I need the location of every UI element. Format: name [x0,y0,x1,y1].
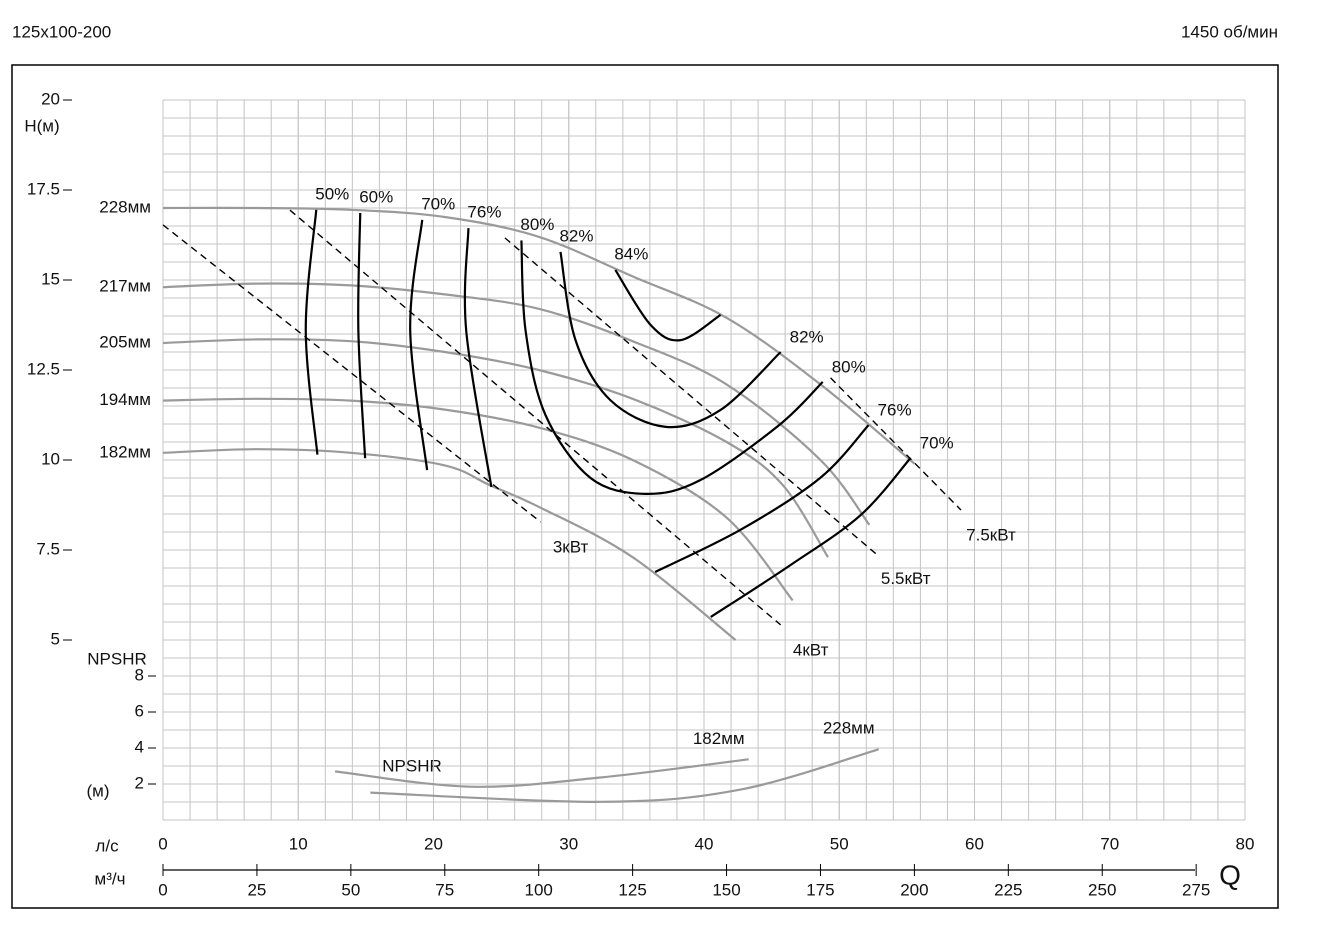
x2-tick-label: 0 [158,834,167,853]
chart-subtitle: 1450 об/мин [1181,22,1278,41]
efficiency-curve [614,269,722,342]
y-tick-label: 10 [41,449,60,468]
efficiency-curve [304,209,319,455]
y-axis-label: H(м) [24,116,59,135]
y-tick-label: 17.5 [27,179,60,198]
x2-tick-label: 20 [424,834,443,853]
efficiency-label: 80% [832,357,866,376]
y2-tick-label: 6 [135,701,144,720]
efficiency-label: 76% [878,401,912,420]
efficiency-label: 82% [790,327,824,346]
x2-tick-label: 30 [559,834,578,853]
npshr-curve-label: 182мм [693,729,745,748]
head-curve-label: 228мм [99,197,151,216]
npshr-curve-label: 228мм [823,719,875,738]
npshr-label: NPSHR [382,756,442,775]
x2-tick-label: 70 [1100,834,1119,853]
x2-axis-label: л/с [95,836,119,855]
x2-tick-label: 40 [695,834,714,853]
x-tick-label: 175 [806,880,834,899]
head-curve [162,448,737,641]
power-label: 5.5кВт [881,569,931,588]
chart-title: 125x100-200 [12,22,111,41]
x-tick-label: 75 [435,880,454,899]
efficiency-curve [357,213,367,459]
power-line [504,237,877,555]
efficiency-label: 80% [520,215,554,234]
efficiency-label: 82% [559,226,593,245]
x-tick-label: 25 [247,880,266,899]
x2-tick-label: 50 [830,834,849,853]
efficiency-curve [520,240,824,495]
head-curve-label: 205мм [99,332,151,351]
efficiency-label: 70% [421,194,455,213]
y2-tick-label: 2 [135,773,144,792]
y-tick-label: 12.5 [27,359,60,378]
y-tick-label: 5 [51,629,60,648]
power-label: 3кВт [553,537,589,556]
efficiency-curve [463,228,493,488]
head-curve-label: 194мм [99,390,151,409]
power-line [162,224,542,523]
x-tick-label: 0 [158,880,167,899]
efficiency-curve [710,457,912,618]
x-tick-label: 250 [1088,880,1116,899]
head-curve-label: 182мм [99,442,151,461]
x-tick-label: 125 [618,880,646,899]
head-curve [370,748,880,803]
y-tick-label: 15 [41,269,60,288]
y-tick-label: 7.5 [36,539,60,558]
x-tick-label: 50 [341,880,360,899]
y2-axis-label: NPSHR [87,649,147,668]
efficiency-curve [654,424,870,573]
efficiency-label: 60% [359,188,393,207]
power-line [830,377,962,511]
head-curve [162,206,916,465]
efficiency-curve [409,219,429,471]
x-axis-label: м³/ч [95,869,126,888]
head-curve [162,338,829,558]
efficiency-label: 50% [315,184,349,203]
efficiency-curve [559,251,782,429]
y2-tick-label: 4 [135,737,144,756]
power-label: 7.5кВт [966,526,1016,545]
head-curve [334,758,749,788]
efficiency-label: 84% [614,244,648,263]
power-label: 4кВт [793,640,829,659]
head-curve [162,282,871,526]
x-tick-label: 275 [1182,880,1210,899]
head-curve [162,397,794,602]
x-tick-label: 100 [525,880,553,899]
y2-unit: (м) [86,781,109,800]
frame [11,64,1279,909]
head-curve-label: 217мм [99,277,151,296]
x-tick-label: 150 [712,880,740,899]
x2-tick-label: 10 [289,834,308,853]
x2-tick-label: 60 [965,834,984,853]
x2-tick-label: 80 [1236,834,1255,853]
efficiency-label: 76% [467,203,501,222]
x-tick-label: 200 [900,880,928,899]
y2-tick-label: 8 [135,665,144,684]
q-label: Q [1219,859,1241,890]
y-tick-label: 20 [41,89,60,108]
x-tick-label: 225 [994,880,1022,899]
efficiency-label: 70% [920,433,954,452]
